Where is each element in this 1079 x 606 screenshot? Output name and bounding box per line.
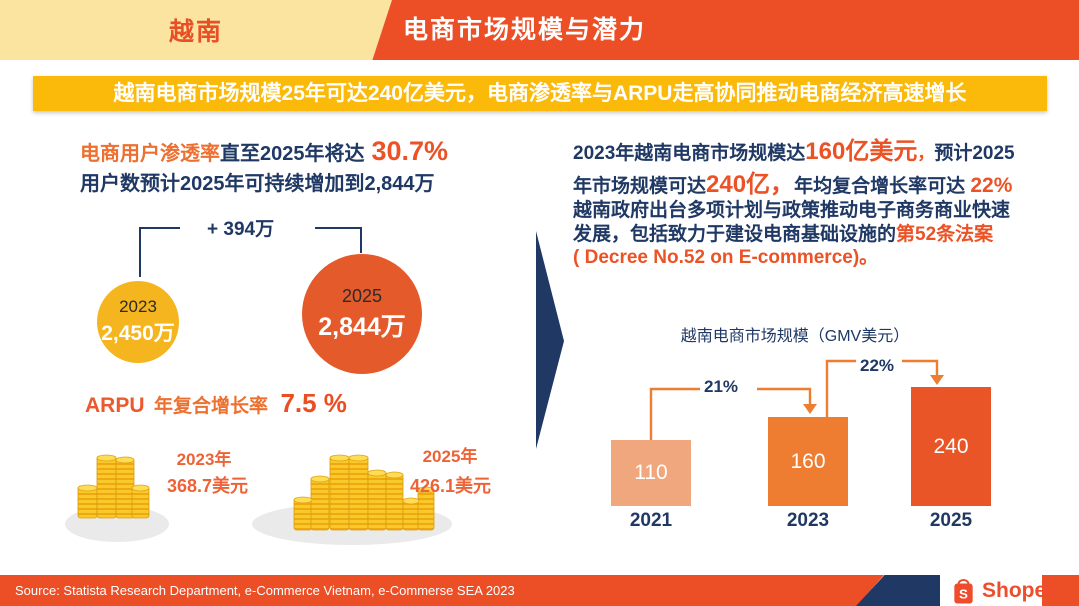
header: 越南 电商市场规模与潜力 — [0, 0, 1079, 60]
policy-paragraph: 越南政府出台多项计划与政策推动电子商务商业快速 发展，包括致力于建设电商基础设施… — [573, 200, 1010, 271]
arpu-cagr-label: 年复合增长率 — [153, 396, 268, 417]
bubble-year: 2025 — [341, 285, 383, 306]
growth-arrowhead-22-icon — [930, 375, 944, 385]
gmv-bar-2021: 110 — [611, 440, 691, 506]
headline-banner: 越南电商市场规模25年可达240亿美元，电商渗透率与ARPU走高协同推动电商经济… — [33, 76, 1047, 111]
footer-bar — [0, 575, 884, 606]
x-axis-label-2021: 2021 — [629, 510, 673, 531]
penetration-mid: 直至2025年将达 — [220, 143, 365, 165]
market-size-paragraph: 2023年越南电商市场规模达160亿美元，预计2025 年市场规模可达240亿，… — [573, 131, 1015, 198]
growth-label-21: 21% — [704, 377, 739, 396]
policy-line-2: 发展，包括致力于建设电商基础设施的第52条法案 — [573, 223, 994, 245]
policy-line-3: ( Decree No.52 on E-commerce)。 — [573, 247, 879, 268]
users-forecast-line: 用户数预计2025年可持续增加到2,844万 — [80, 173, 435, 195]
bar-value-label: 160 — [790, 449, 826, 473]
bar-value-label: 110 — [634, 461, 668, 484]
market-size-line-1: 2023年越南电商市场规模达160亿美元，预计2025 — [573, 138, 1015, 165]
flow-arrow-icon — [536, 231, 564, 449]
arpu-2023-value: 368.7美元 — [166, 476, 249, 496]
growth-arrowhead-21-icon — [803, 404, 817, 414]
growth-label-22: 22% — [860, 356, 895, 375]
policy-line-1: 越南政府出台多项计划与政策推动电子商务商业快速 — [573, 200, 1011, 221]
source-text: Source: Statista Research Department, e-… — [15, 583, 515, 598]
delta-bracket-right-icon — [315, 227, 362, 253]
shopee-initial: S — [959, 587, 968, 602]
users-bubble-2025: 2025 2,844万 — [302, 254, 422, 374]
region-label: 越南 — [168, 18, 223, 46]
penetration-line: 电商用户渗透率直至2025年将达 30.7% — [80, 136, 448, 167]
arpu-label: ARPU — [85, 394, 145, 417]
arpu-2025-year: 2025年 — [422, 447, 478, 466]
shopee-logo: S Shopee — [950, 576, 1058, 606]
bubble-value: 2,844万 — [318, 312, 406, 341]
arpu-line: ARPU 年复合增长率 7.5 % — [85, 388, 347, 419]
bar-value-label: 240 — [933, 434, 969, 458]
arpu-2023-year: 2023年 — [176, 450, 232, 469]
page-title: 电商市场规模与潜力 — [403, 16, 647, 44]
x-axis-label-2025: 2025 — [929, 510, 973, 531]
headline-text: 越南电商市场规模25年可达240亿美元，电商渗透率与ARPU走高协同推动电商经济… — [113, 82, 967, 105]
shopee-wordmark: Shopee — [982, 579, 1058, 602]
region-tab: 越南 — [0, 0, 392, 60]
chart-title: 越南电商市场规模（GMV美元） — [680, 328, 910, 345]
bubble-year: 2023 — [119, 297, 157, 316]
coin-stack-2025-icon — [252, 454, 452, 545]
footer-corner-block — [1042, 575, 1079, 606]
penetration-value: 30.7% — [371, 136, 449, 166]
coin-stack-2023-icon — [65, 454, 169, 542]
shopee-bag-icon: S — [954, 578, 973, 604]
penetration-lead: 电商用户渗透率 — [80, 143, 220, 165]
gmv-bar-2025: 240 — [911, 387, 991, 506]
arpu-cagr-value: 7.5 % — [280, 388, 347, 418]
gmv-bar-2023: 160 — [768, 417, 848, 506]
market-size-line-2: 年市场规模可达240亿，年均复合增长率可达 22% — [573, 171, 1013, 198]
arpu-2025-value: 426.1美元 — [409, 476, 492, 496]
delta-bracket-left-icon — [139, 227, 180, 277]
bubble-value: 2,450万 — [101, 322, 175, 345]
users-bubble-2023: 2023 2,450万 — [97, 281, 179, 363]
x-axis-label-2023: 2023 — [786, 510, 830, 531]
users-delta-label: + 394万 — [207, 219, 275, 240]
